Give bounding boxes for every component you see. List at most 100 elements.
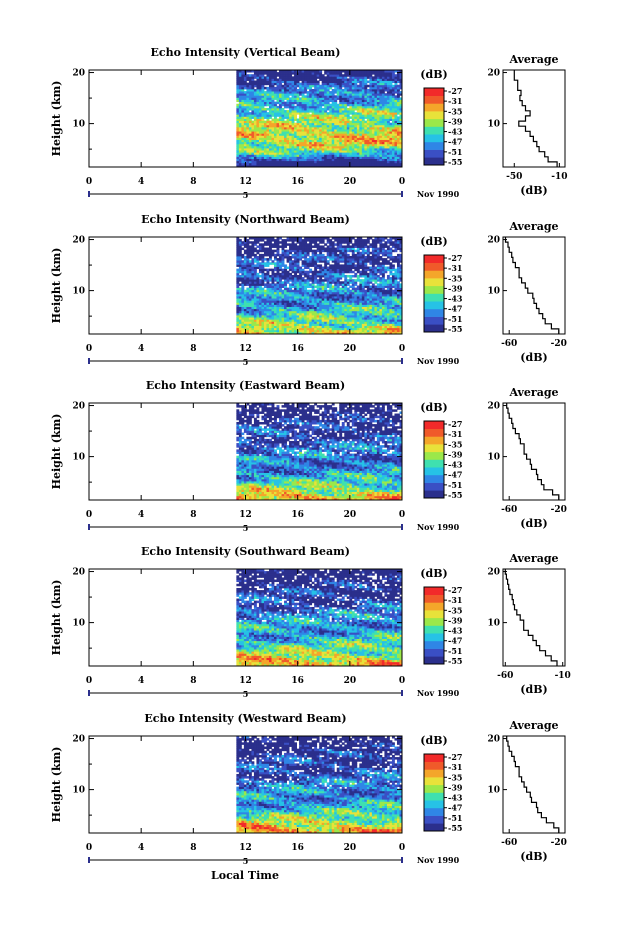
heatmap-cell bbox=[319, 84, 323, 88]
heatmap-cell bbox=[246, 164, 250, 168]
heatmap-cell bbox=[238, 88, 242, 92]
heatmap-cell bbox=[336, 86, 340, 90]
heatmap-cell bbox=[356, 110, 360, 113]
heatmap-cell bbox=[299, 126, 303, 130]
heatmap-cell bbox=[361, 110, 365, 113]
heatmap-cell bbox=[361, 120, 365, 124]
heatmap-cell bbox=[251, 91, 255, 94]
heatmap-cell bbox=[284, 145, 287, 149]
heatmap-cell bbox=[361, 103, 365, 107]
heatmap-cell bbox=[286, 110, 290, 113]
heatmap-cell bbox=[289, 143, 292, 147]
heatmap-cell bbox=[248, 78, 252, 81]
heatmap-cell bbox=[344, 74, 348, 77]
heatmap-cell bbox=[334, 105, 338, 109]
heatmap-cell bbox=[296, 91, 300, 94]
heatmap-cell bbox=[339, 118, 343, 122]
heatmap-cell bbox=[326, 139, 330, 143]
heatmap-cell bbox=[376, 148, 380, 151]
heatmap-cell bbox=[309, 82, 313, 86]
heatmap-cell bbox=[379, 107, 383, 111]
heatmap-cell bbox=[238, 139, 242, 143]
heatmap-cell bbox=[251, 122, 255, 126]
heatmap-cell bbox=[346, 154, 350, 157]
heatmap-cell bbox=[296, 131, 300, 134]
heatmap-cell bbox=[374, 93, 378, 96]
heatmap-cell bbox=[329, 156, 333, 159]
heatmap-cell bbox=[351, 154, 355, 157]
heatmap-cell bbox=[263, 162, 267, 166]
heatmap-cell bbox=[349, 91, 353, 94]
heatmap-cell bbox=[381, 97, 385, 100]
heatmap-cell bbox=[289, 93, 292, 96]
heatmap-cell bbox=[321, 118, 325, 122]
heatmap-cell bbox=[361, 82, 365, 86]
heatmap-cell bbox=[369, 131, 373, 134]
heatmap-cell bbox=[266, 129, 270, 132]
heatmap-cell bbox=[256, 152, 260, 155]
heatmap-cell bbox=[304, 114, 308, 117]
heatmap-cell bbox=[286, 120, 290, 124]
heatmap-cell bbox=[366, 97, 370, 100]
heatmap-cell bbox=[286, 152, 290, 155]
heatmap-cell bbox=[359, 133, 363, 136]
heatmap-cell bbox=[369, 164, 373, 168]
heatmap-cell bbox=[379, 80, 383, 84]
heatmap-cell bbox=[301, 84, 305, 88]
heatmap-cell bbox=[316, 158, 320, 162]
heatmap-cell bbox=[339, 95, 343, 98]
heatmap-cell bbox=[311, 97, 315, 100]
heatmap-cell bbox=[306, 164, 310, 168]
heatmap-cell bbox=[346, 164, 350, 168]
heatmap-cell bbox=[359, 105, 363, 109]
heatmap-cell bbox=[346, 122, 350, 126]
heatmap-cell bbox=[314, 101, 318, 105]
heatmap-cell bbox=[349, 80, 353, 84]
heatmap-cell bbox=[334, 88, 338, 92]
heatmap-cell bbox=[256, 126, 260, 130]
heatmap-cell bbox=[341, 141, 345, 145]
heatmap-cell bbox=[379, 95, 383, 98]
heatmap-cell bbox=[294, 129, 297, 132]
heatmap-cell bbox=[319, 116, 323, 119]
heatmap-cell bbox=[364, 148, 368, 151]
heatmap-cell bbox=[376, 91, 380, 94]
heatmap-cell bbox=[299, 88, 303, 92]
heatmap-cell bbox=[331, 158, 335, 162]
heatmap-cell bbox=[258, 101, 262, 105]
heatmap-cell bbox=[299, 91, 303, 94]
heatmap-cell bbox=[321, 135, 325, 138]
heatmap-cell bbox=[271, 82, 275, 86]
heatmap-cell bbox=[289, 76, 292, 79]
heatmap-cell bbox=[366, 152, 370, 155]
heatmap-cell bbox=[319, 131, 323, 134]
heatmap-cell bbox=[376, 154, 380, 157]
heatmap-cell bbox=[311, 72, 315, 75]
heatmap-cell bbox=[369, 116, 373, 119]
heatmap-cell bbox=[326, 137, 330, 140]
heatmap-cell bbox=[351, 141, 355, 145]
heatmap-cell bbox=[296, 105, 300, 109]
heatmap-cell bbox=[304, 110, 308, 113]
heatmap-cell bbox=[346, 101, 350, 105]
heatmap-cell bbox=[241, 164, 245, 168]
heatmap-cell bbox=[276, 118, 280, 122]
heatmap-cell bbox=[316, 103, 320, 107]
heatmap-cell bbox=[311, 150, 315, 153]
heatmap-cell bbox=[366, 70, 370, 73]
heatmap-cell bbox=[356, 158, 360, 162]
heatmap-cell bbox=[331, 70, 335, 73]
heatmap-cell bbox=[274, 135, 277, 138]
heatmap-cell bbox=[379, 135, 383, 138]
heatmap-cell bbox=[279, 150, 282, 153]
heatmap-cell bbox=[314, 158, 318, 162]
heatmap-cell bbox=[311, 152, 315, 155]
heatmap-cell bbox=[314, 285, 318, 289]
heatmap-cell bbox=[341, 264, 345, 267]
heatmap-cell bbox=[261, 95, 265, 98]
heatmap-cell bbox=[376, 97, 380, 100]
heatmap-cell bbox=[236, 135, 240, 138]
heatmap-cell bbox=[238, 283, 242, 286]
heatmap-cell bbox=[329, 107, 333, 111]
heatmap-cell bbox=[344, 84, 348, 88]
